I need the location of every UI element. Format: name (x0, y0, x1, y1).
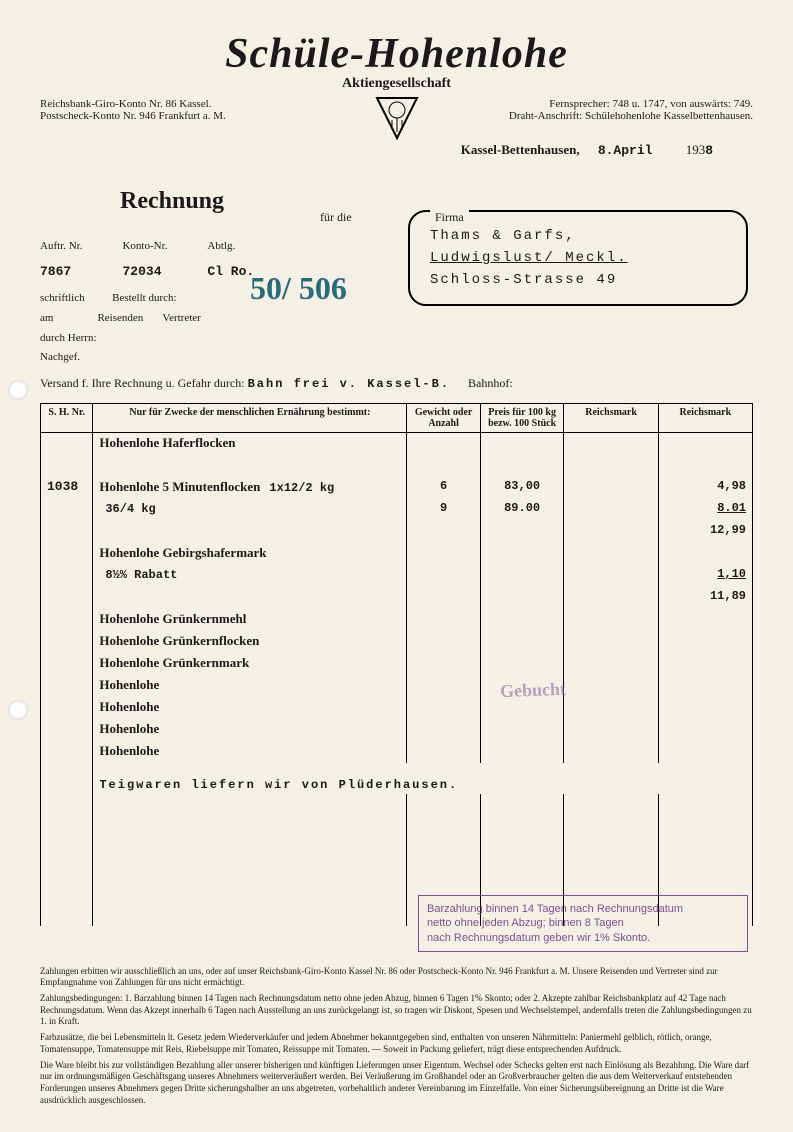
fuer-die-label: für die (320, 210, 352, 224)
abtlg-value: Cl Ro. (207, 264, 254, 279)
table-row (41, 455, 753, 477)
phone-info-1: Fernsprecher: 748 u. 1747, von auswärts:… (509, 98, 753, 110)
footer-p4: Die Ware bleibt bis zur vollständigen Be… (40, 1060, 753, 1107)
schriftlich-label: schriftlich (40, 292, 85, 304)
table-row: 1038Hohenlohe 5 Minutenflocken 1x12/2 kg… (41, 477, 753, 499)
table-row: Hohenlohe (41, 697, 753, 719)
table-row: Hohenlohe Grünkernmehl (41, 609, 753, 631)
table-row: Hohenlohe (41, 719, 753, 741)
th-desc: Nur für Zwecke der menschlichen Ernährun… (93, 404, 407, 433)
gebucht-stamp: Gebucht (500, 679, 567, 702)
year-prefix: 193 (686, 142, 706, 157)
abtlg-label: Abtlg. (207, 240, 254, 252)
stamp-line-1: Barzahlung binnen 14 Tagen nach Rechnung… (427, 902, 739, 916)
date-typed: 8.April (598, 143, 653, 158)
firma-label: Firma (430, 210, 469, 225)
stamp-line-2: netto ohne jeden Abzug; binnen 8 Tagen (427, 916, 739, 930)
th-sh: S. H. Nr. (41, 404, 93, 433)
table-row: 11,89 (41, 587, 753, 609)
table-row: Hohenlohe Grünkernflocken (41, 631, 753, 653)
footer-p3: Farbzusätze, die bei Lebensmitteln lt. G… (40, 1032, 753, 1055)
firma-name: Thams & Garfs, (430, 228, 726, 244)
footer-p1: Zahlungen erbitten wir ausschließlich an… (40, 966, 753, 989)
am-label: am (40, 312, 53, 324)
versand-value: Bahn frei v. Kassel-B. (248, 377, 450, 391)
stamp-line-3: nach Rechnungsdatum geben wir 1% Skonto. (427, 931, 739, 945)
reisenden-label: Reisenden (97, 312, 143, 324)
payment-stamp: Barzahlung binnen 14 Tagen nach Rechnung… (418, 895, 748, 952)
auftr-value: 7867 (40, 264, 82, 279)
location: Kassel-Bettenhausen, (461, 142, 580, 157)
th-rm2: Reichsmark (658, 404, 752, 433)
durch-herrn-label: durch Herrn: (40, 332, 97, 344)
bestellt-label: Bestellt durch: (112, 292, 176, 304)
konto-value: 72034 (122, 264, 167, 279)
auftr-label: Auftr. Nr. (40, 240, 82, 252)
phone-info-2: Draht-Anschrift: Schülehohenlohe Kasselb… (509, 110, 753, 122)
th-price: Preis für 100 kg bezw. 100 Stück (480, 404, 564, 433)
bank-info-1: Reichsbank-Giro-Konto Nr. 86 Kassel. (40, 98, 226, 110)
hole-punch (8, 380, 28, 400)
konto-label: Konto-Nr. (122, 240, 167, 252)
invoice-table: S. H. Nr. Nur für Zwecke der menschliche… (40, 403, 753, 926)
hole-punch (8, 700, 28, 720)
table-row: Hohenlohe Haferflocken (41, 433, 753, 455)
table-row: Hohenlohe (41, 741, 753, 763)
table-row: 12,99 (41, 521, 753, 543)
th-rm1: Reichsmark (564, 404, 658, 433)
footer-terms: Zahlungen erbitten wir ausschließlich an… (40, 966, 753, 1107)
logo-icon (372, 90, 422, 140)
table-row: Hohenlohe Grünkernmark (41, 653, 753, 675)
firma-address-box: Firma Thams & Garfs, Ludwigslust/ Meckl.… (408, 210, 748, 306)
vertreter-label: Vertreter (162, 312, 200, 324)
firma-street: Schloss-Strasse 49 (430, 272, 726, 288)
bahnhof-label: Bahnhof: (468, 376, 513, 390)
versand-label: Versand f. Ihre Rechnung u. Gefahr durch… (40, 376, 245, 390)
handwritten-note: 50/ 506 (250, 270, 347, 307)
footer-p2: Zahlungsbedingungen: 1. Barzahlung binne… (40, 993, 753, 1028)
table-row: 8½% Rabatt1,10 (41, 565, 753, 587)
company-name: Schüle-Hohenlohe (40, 30, 753, 78)
year-suffix: 8 (705, 143, 713, 158)
th-qty: Gewicht oder Anzahl (407, 404, 480, 433)
table-row: Hohenlohe Gebirgshafermark (41, 543, 753, 565)
table-row: 36/4 kg989.008.01 (41, 499, 753, 521)
firma-city: Ludwigslust/ Meckl. (430, 250, 726, 266)
table-row: Hohenlohe (41, 675, 753, 697)
nachgef-label: Nachgef. (40, 351, 80, 363)
table-row: Teigwaren liefern wir von Plüderhausen. (41, 763, 753, 794)
bank-info-2: Postscheck-Konto Nr. 946 Frankfurt a. M. (40, 110, 226, 122)
